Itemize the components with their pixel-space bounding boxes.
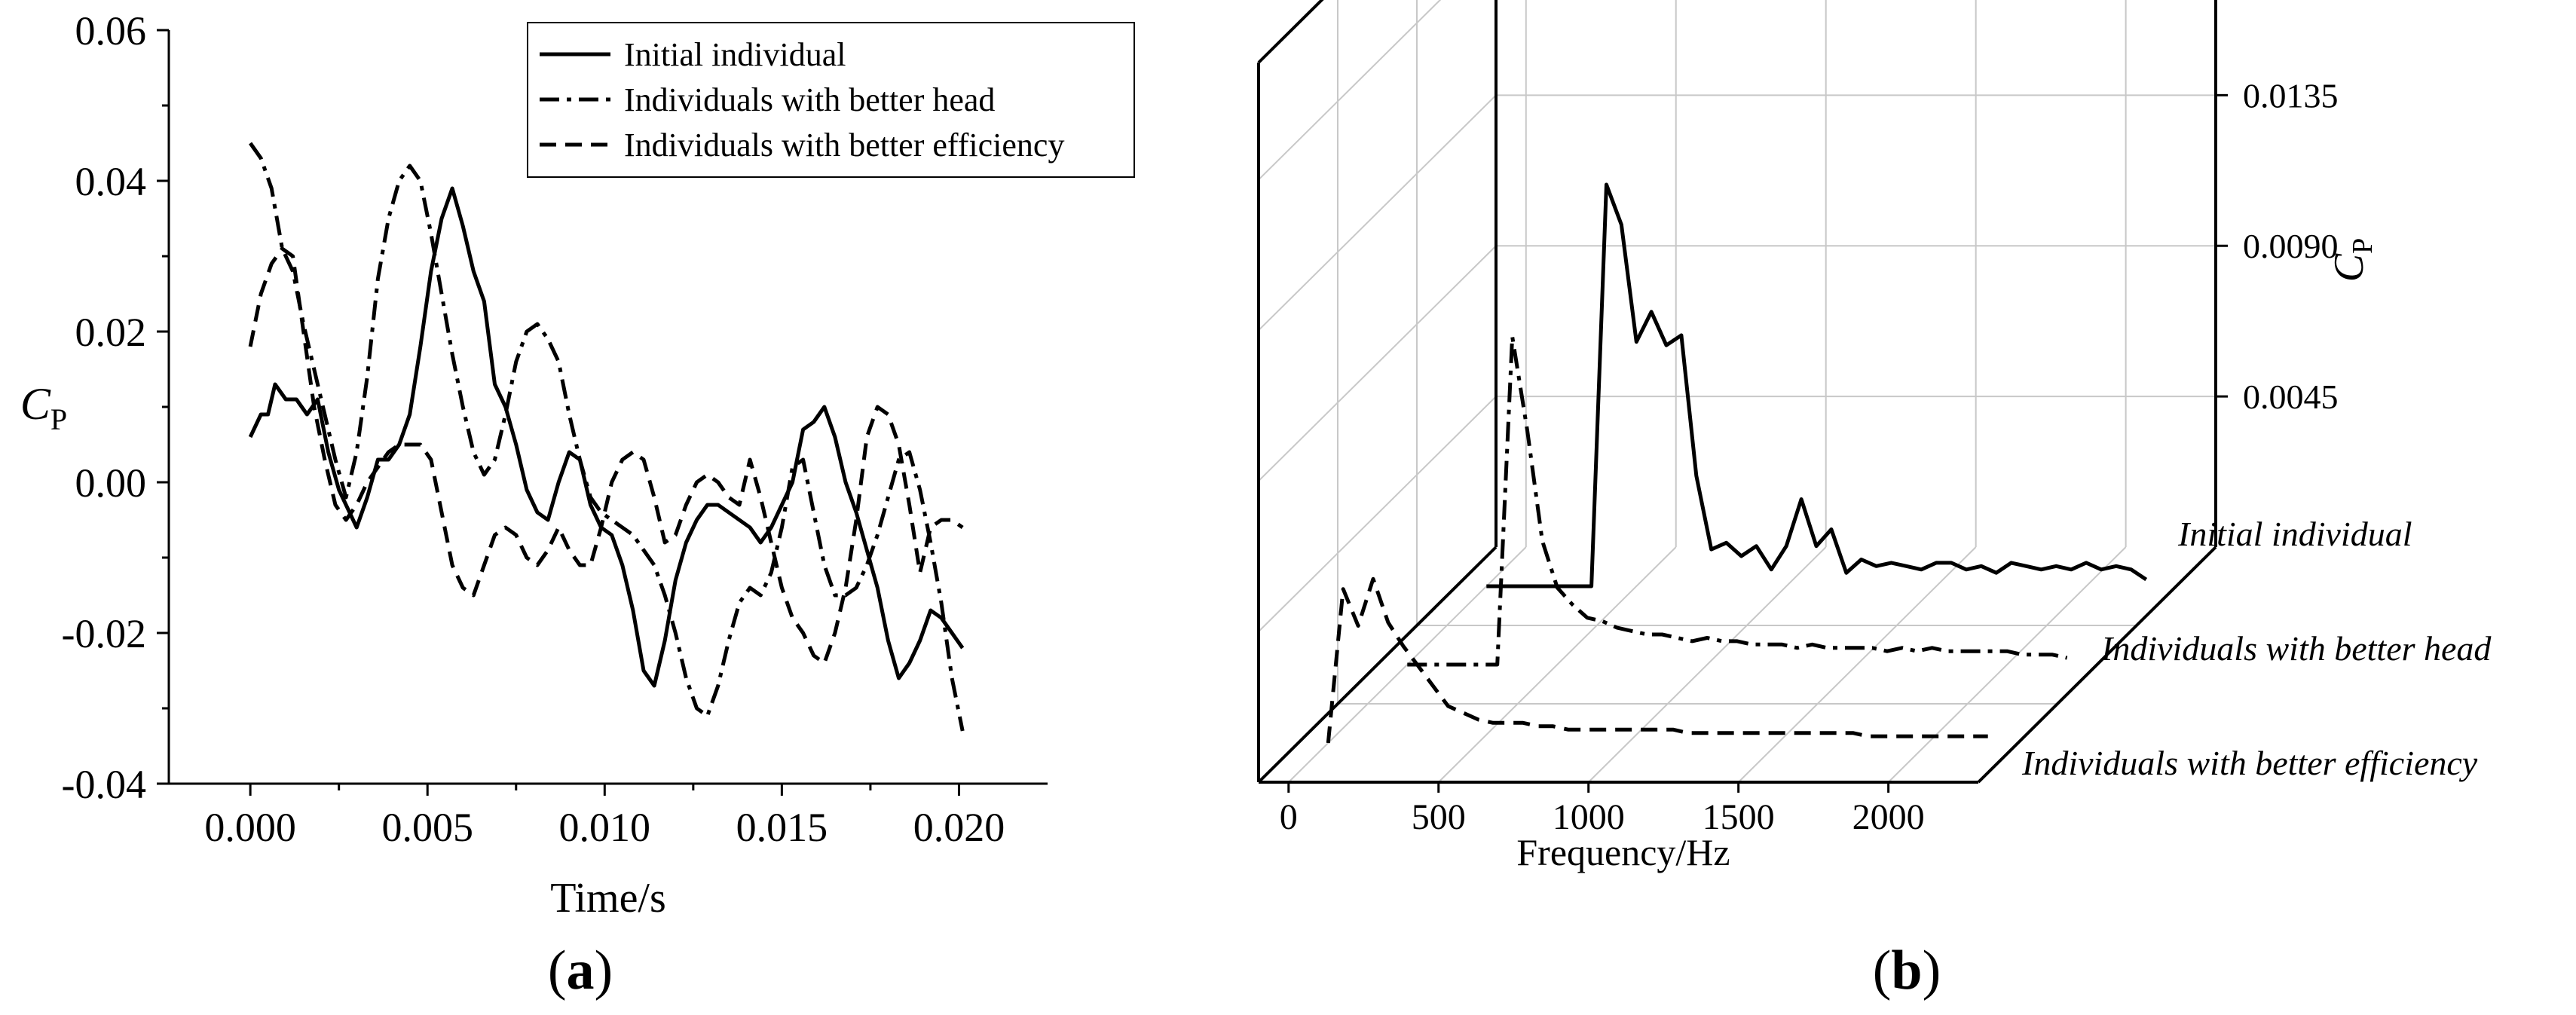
panel-b-ztick-label: 0.0045 [2243, 378, 2339, 416]
panel-b-grid-left-horizontal [1258, 0, 1442, 181]
panel-b-grid-floor-depth [1588, 546, 1827, 783]
panel-b-grid-floor-depth [1887, 546, 2127, 783]
panel-a-ytick-label: -0.02 [62, 611, 146, 656]
panel-a-ytick-label: 0.02 [75, 310, 147, 355]
panel-b-category-better-head: Individuals with better head [2100, 629, 2492, 668]
panel-b-zlabel: CP [2326, 238, 2379, 283]
panel-b-xtick-label: 2000 [1852, 797, 1925, 837]
legend-label-better-head: Individuals with better head [624, 81, 995, 118]
panel-b-grid [1258, 0, 2216, 783]
panel-a-xtick-label: 0.000 [204, 805, 296, 850]
panel-b-grid-left-horizontal [1258, 245, 1497, 482]
panel-b-xlabel: Frequency/Hz [1516, 831, 1730, 873]
panel-a-series-individuals-with-better-efficiency [248, 246, 964, 665]
panel-a-ylabel-sub: P [50, 402, 67, 436]
panel-a-ytick-label: 0.04 [75, 159, 147, 204]
panel-b-series-individuals-with-better-head [1407, 335, 2068, 667]
panel-b-series-individuals-with-better-efficiency [1326, 576, 1988, 744]
panel-a-caption: (a) [548, 940, 613, 1001]
panel-a-legend-frame [527, 22, 1135, 178]
panel-a-legend: Initial individual Individuals with bett… [527, 22, 1135, 178]
panel-a-xtick-label: 0.020 [913, 805, 1005, 850]
panel-b-grid-floor-depth [1288, 546, 1527, 783]
panel-b-frame-edge [1257, 0, 1324, 64]
panel-b-series-initial-individual [1486, 182, 2148, 589]
panel-a-ylabel: CP [20, 379, 67, 436]
panel-b-ztick-label: 0.0090 [2243, 227, 2339, 265]
panel-b-caption: (b) [1873, 940, 1941, 1001]
panel-b-frame-edge [1977, 546, 2217, 784]
panel-a-series [248, 142, 965, 732]
panel-a-ylabel-main: C [20, 379, 51, 429]
panel-b-zlabel-sub: P [2347, 238, 2379, 254]
panel-a-series-individuals-with-better-head [249, 142, 965, 732]
panel-a-ytick-label: 0.06 [75, 8, 147, 54]
panel-b-ztick-label: 0.0135 [2243, 76, 2339, 115]
panel-a-xlabel: Time/s [550, 875, 666, 922]
panel-a-chart: -0.04 -0.02 0.00 0.02 0.04 0.06 0.000 0.005 0.01… [20, 8, 1135, 1001]
panel-a-xtick-label: 0.005 [381, 805, 473, 850]
panel-b-grid-floor-depth [1737, 546, 1977, 783]
panel-b-grid-left-horizontal [1258, 94, 1497, 332]
panel-b-xtick-label: 1000 [1553, 797, 1625, 837]
panel-b-category-initial: Initial individual [2177, 515, 2412, 553]
panel-b-frame [1257, 0, 2217, 784]
panel-b-zlabel-main: C [2326, 253, 2373, 282]
panel-b-frame-edge [1257, 546, 1498, 784]
panel-a-label: a [567, 940, 595, 1001]
panel-b-category-better-efficiency: Individuals with better efficiency [2021, 744, 2478, 782]
legend-label-better-efficiency: Individuals with better efficiency [624, 127, 1064, 164]
panel-b-grid-left-horizontal [1258, 396, 1497, 632]
panel-b-series [1326, 182, 2148, 744]
panel-a-ytick-label: -0.04 [62, 762, 146, 807]
panel-a-xtick-label: 0.015 [736, 805, 828, 850]
panel-b-grid-floor-depth [1438, 546, 1677, 783]
panel-b-xtick-label: 0 [1280, 797, 1298, 837]
panel-a-xtick-label: 0.010 [559, 805, 651, 850]
legend-label-initial: Initial individual [624, 36, 846, 73]
panel-a-ytick-label: 0.00 [75, 460, 147, 506]
panel-b-label: b [1891, 940, 1922, 1001]
panel-a-axes: -0.04 -0.02 0.00 0.02 0.04 0.06 0.000 0.005 0.01… [62, 8, 1048, 850]
panel-b-xtick-label: 1500 [1703, 797, 1775, 837]
panel-b-chart: 05001000150020000.00450.00900.01350.0180… [1257, 0, 2492, 1001]
panel-b-xtick-label: 500 [1412, 797, 1466, 837]
